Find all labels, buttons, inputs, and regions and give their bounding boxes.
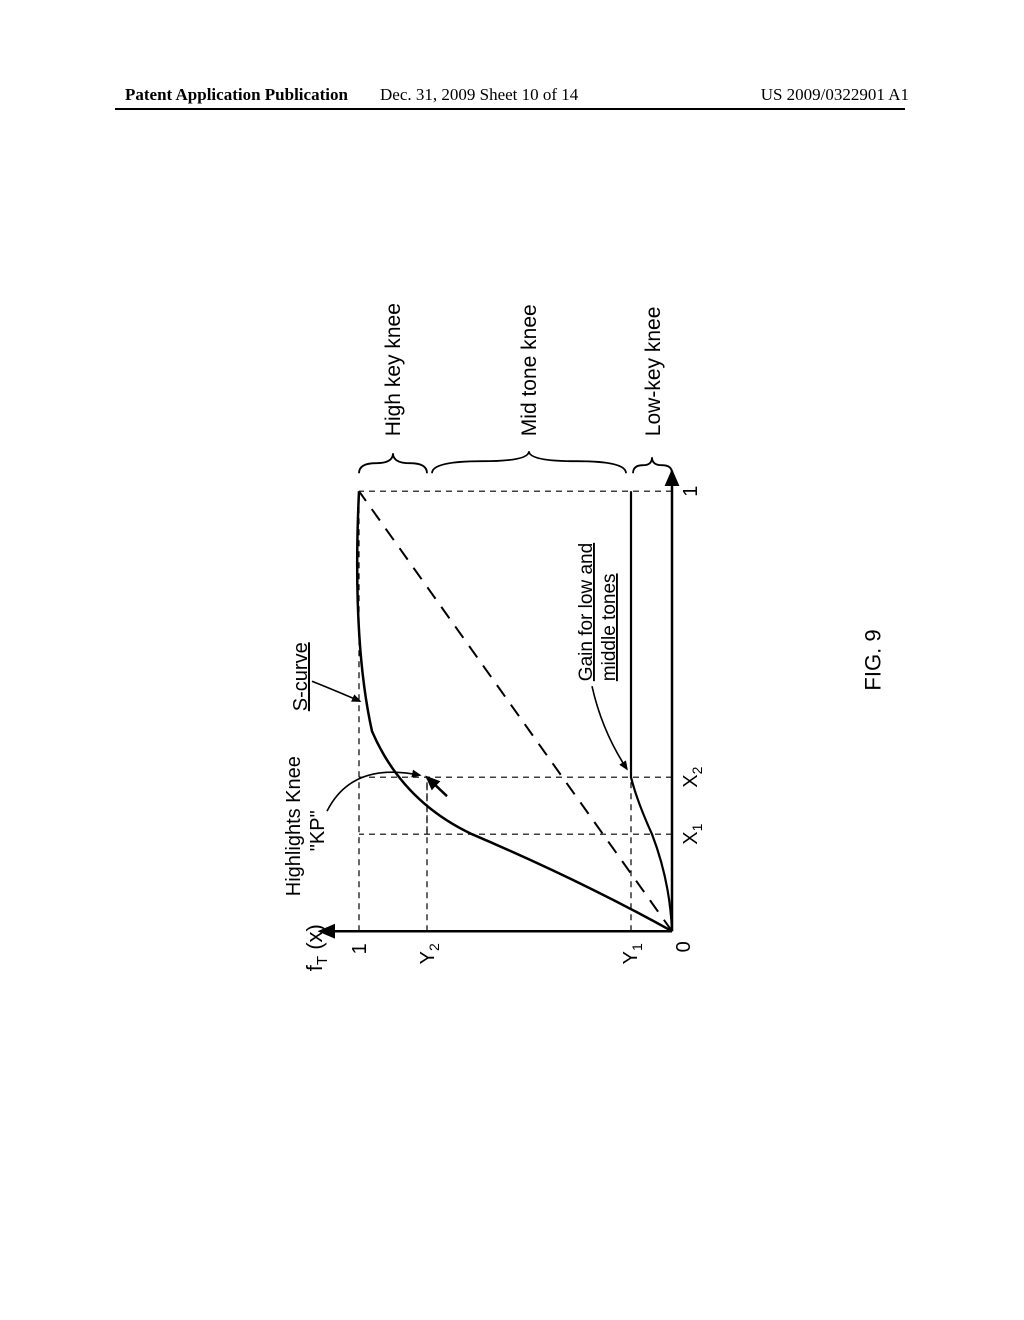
brace-low bbox=[633, 457, 672, 473]
figure-container: 0 X1 X2 1 Y1 Y2 1 fT (x) Highlights Knee… bbox=[272, 251, 752, 1011]
tick-x1: X1 bbox=[680, 823, 705, 844]
label-gain-line2: middle tones bbox=[599, 573, 620, 681]
label-brace-mid: Mid tone knee bbox=[518, 304, 541, 436]
label-highlights-knee: Highlights Knee bbox=[283, 756, 305, 896]
label-gain-line1: Gain for low and bbox=[576, 543, 597, 681]
page-header: Patent Application Publication Dec. 31, … bbox=[0, 85, 1024, 105]
tick-y1: Y1 bbox=[620, 943, 645, 964]
brace-high bbox=[359, 453, 427, 473]
header-left: Patent Application Publication bbox=[125, 85, 348, 105]
header-right: US 2009/0322901 A1 bbox=[761, 85, 909, 105]
tick-0: 0 bbox=[673, 941, 695, 952]
figure-caption: FIG. 9 bbox=[860, 629, 886, 690]
diagonal-line bbox=[359, 491, 672, 931]
arrow-s-curve bbox=[312, 681, 360, 701]
arrow-gain bbox=[592, 686, 627, 769]
tone-curve-diagram: 0 X1 X2 1 Y1 Y2 1 fT (x) Highlights Knee… bbox=[272, 251, 752, 1011]
tick-x-1: 1 bbox=[680, 486, 702, 497]
label-brace-low: Low-key knee bbox=[642, 307, 665, 437]
header-mid: Dec. 31, 2009 Sheet 10 of 14 bbox=[380, 85, 578, 105]
label-kp: "KP" bbox=[307, 810, 329, 851]
label-s-curve: S-curve bbox=[290, 642, 312, 711]
arrow-highlights-knee bbox=[327, 772, 420, 811]
brace-mid bbox=[432, 451, 626, 473]
tick-x2: X2 bbox=[680, 766, 705, 787]
gain-curve bbox=[631, 491, 672, 931]
label-brace-high: High key knee bbox=[382, 303, 405, 436]
s-curve-knee-arrow bbox=[427, 777, 447, 796]
header-rule bbox=[115, 108, 905, 110]
y-axis-label: fT (x) bbox=[302, 924, 331, 971]
tick-y-1: 1 bbox=[349, 943, 371, 954]
tick-y2: Y2 bbox=[417, 943, 442, 964]
